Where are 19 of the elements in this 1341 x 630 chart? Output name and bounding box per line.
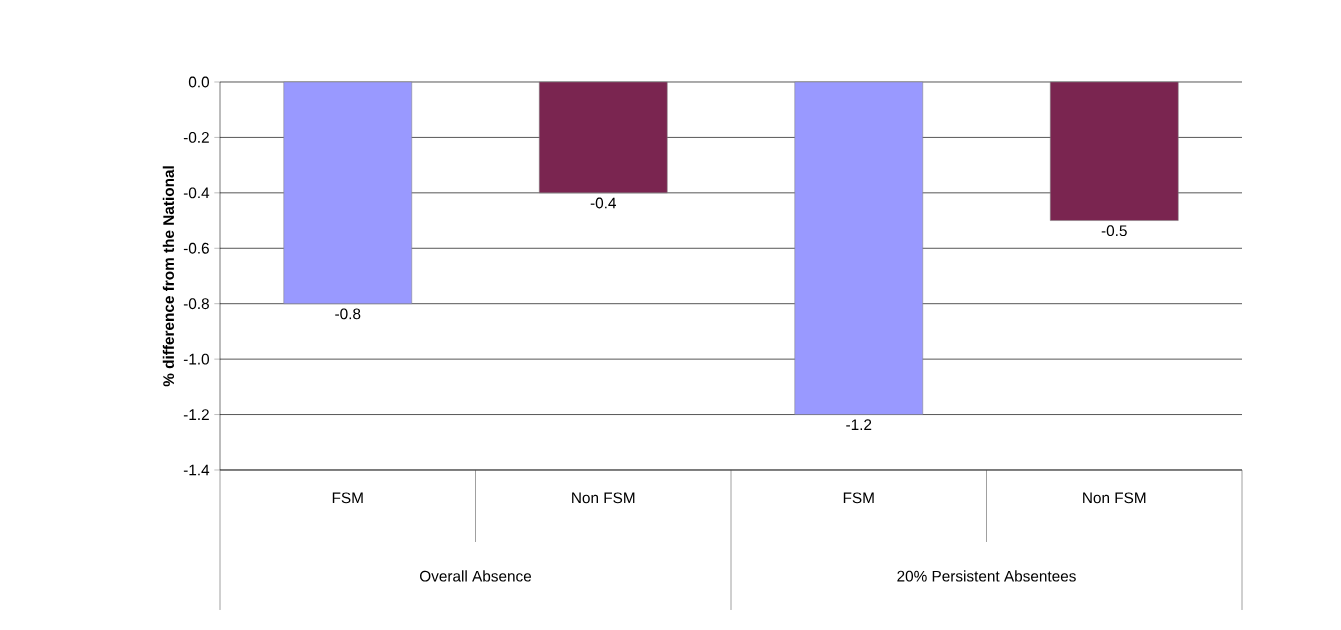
data-label: -0.5	[1101, 225, 1127, 237]
y-tick-label: -1.0	[183, 353, 210, 365]
x-tick-label: FSM	[332, 492, 363, 504]
data-label: -1.2	[846, 419, 872, 430]
data-label: -0.8	[335, 308, 361, 320]
y-tick-label: -0.8	[183, 298, 209, 310]
y-axis-title: % difference from the National	[162, 166, 175, 387]
data-label: -0.4	[590, 197, 617, 209]
y-tick-label: -1.4	[183, 464, 210, 476]
y-tick-label: -1.2	[183, 409, 209, 420]
y-tick-label: -0.2	[183, 131, 209, 143]
x-tick-label: Non FSM	[1083, 492, 1146, 504]
x-tick-label: FSM	[843, 492, 874, 504]
y-tick-label: -0.6	[183, 242, 209, 254]
text: Overall Absence	[419, 570, 532, 582]
y-tick-label: -0.4	[183, 187, 210, 199]
x-tick-label: Non FSM	[572, 492, 635, 504]
y-tick-label: 0.0	[188, 76, 210, 88]
text: 20% Persistent Absentees	[897, 570, 1076, 582]
